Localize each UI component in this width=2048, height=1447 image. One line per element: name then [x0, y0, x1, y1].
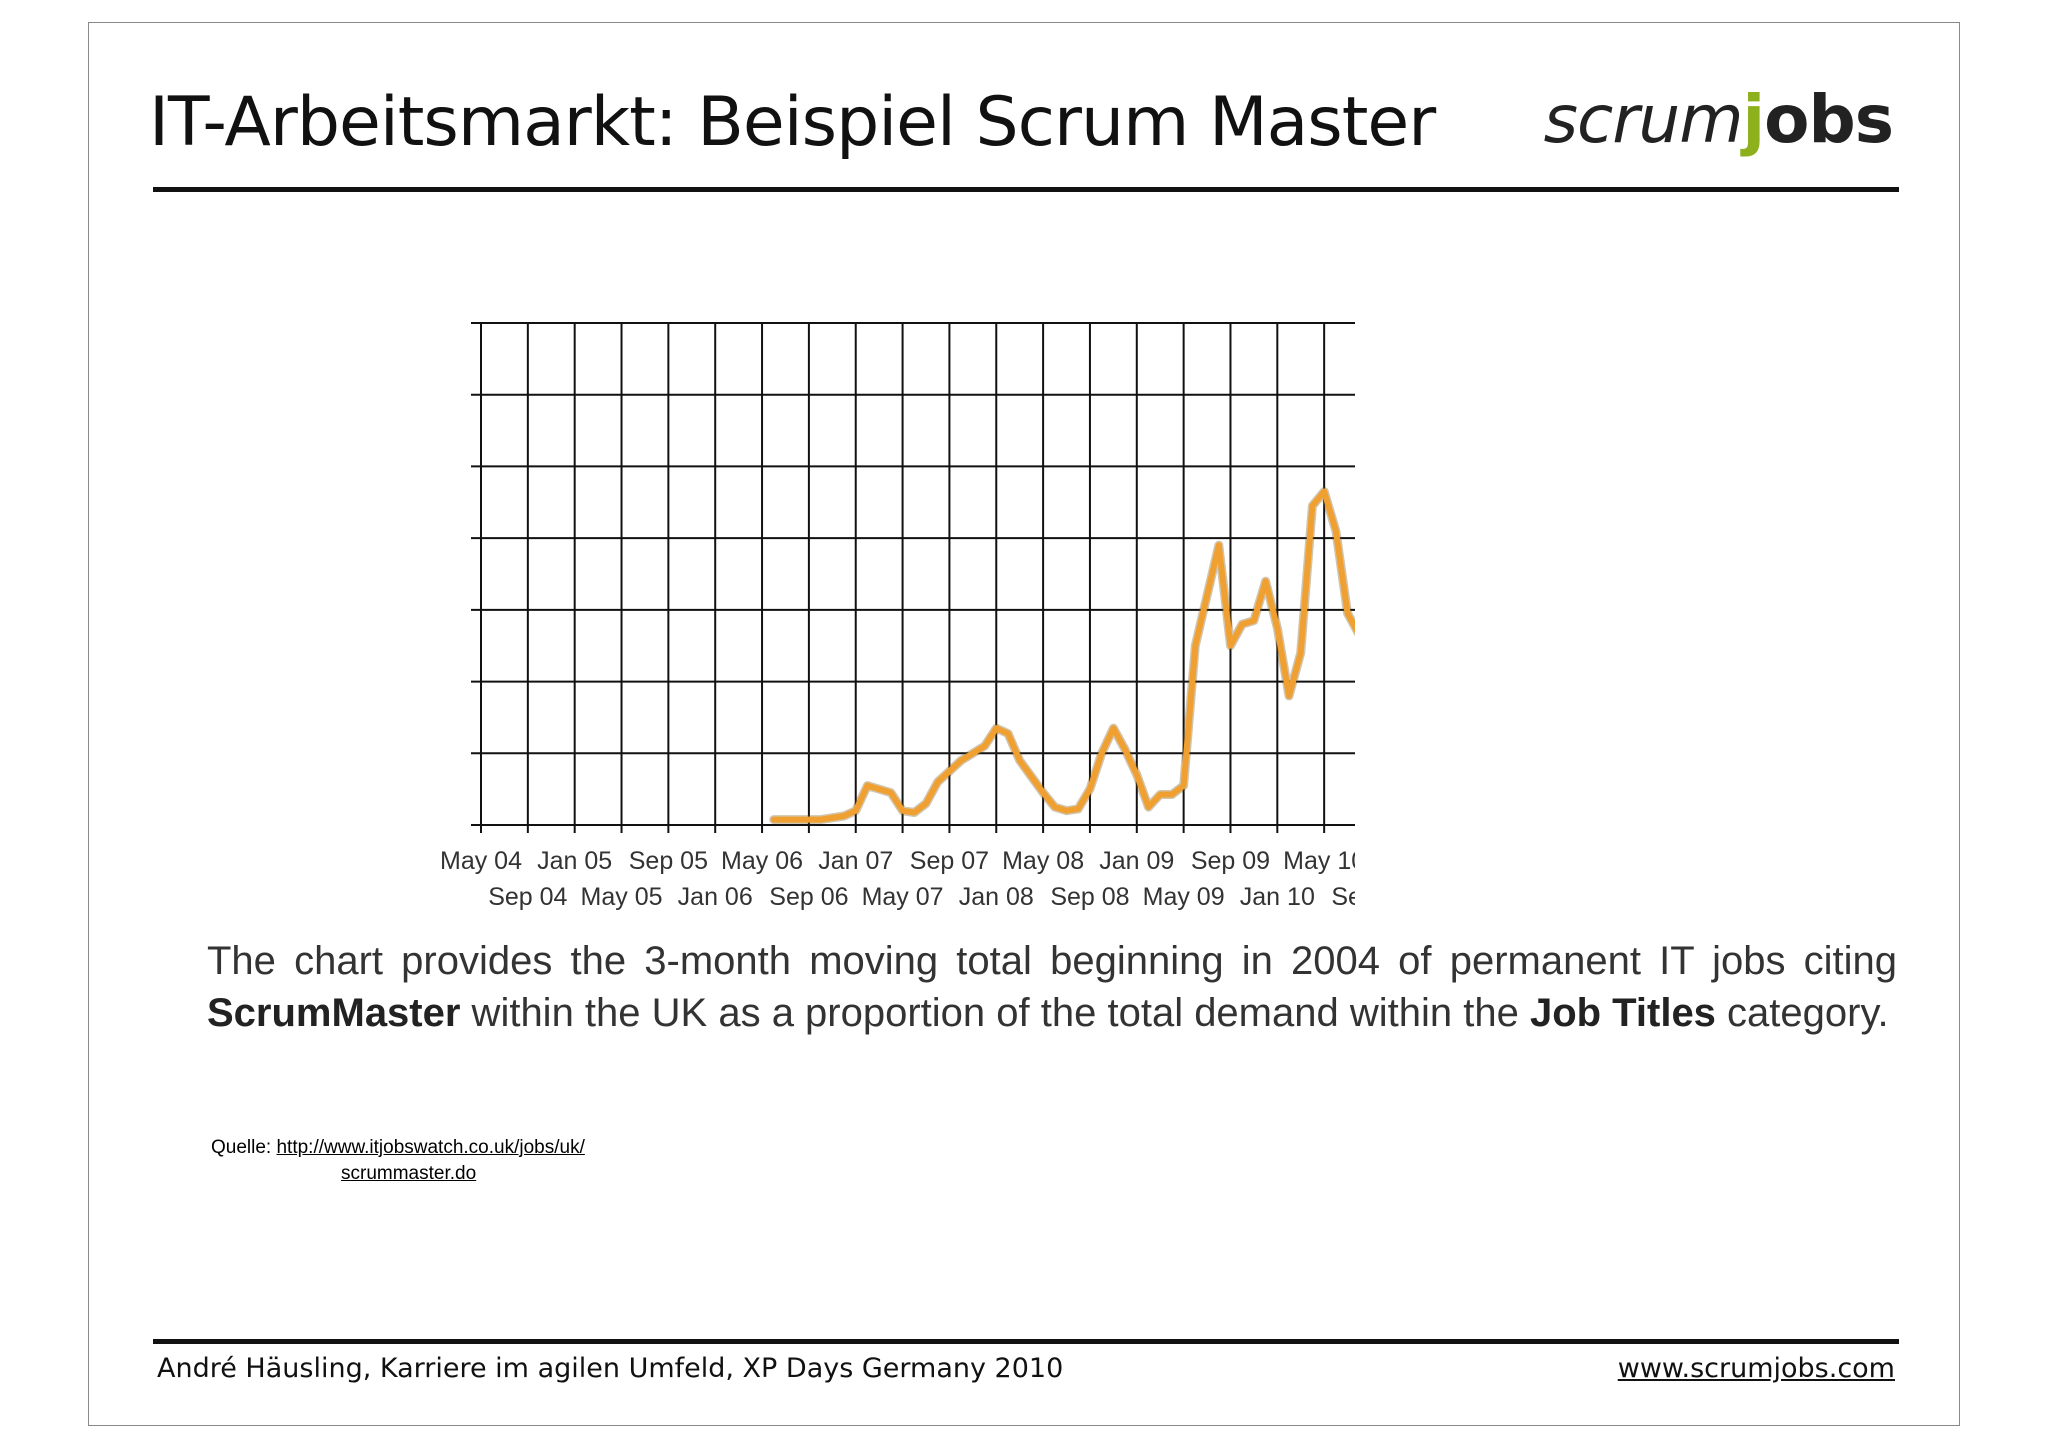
- series-line-shadow: [769, 487, 1355, 825]
- description-prefix: The chart provides the 3-month moving to…: [207, 939, 1897, 983]
- footer-divider: [153, 1339, 1899, 1344]
- scrumjobs-logo: scrumjobs: [1543, 81, 1894, 158]
- description-middle: within the UK as a proportion of the tot…: [460, 991, 1530, 1035]
- x-tick-label: May 09: [1143, 883, 1225, 911]
- x-tick-label: May 04: [440, 847, 522, 875]
- description-bold-job-titles: Job Titles: [1529, 991, 1716, 1035]
- x-tick-label: Jan 07: [818, 847, 893, 875]
- description-bold-scrummaster: ScrumMaster: [207, 991, 461, 1035]
- logo-j: j: [1742, 81, 1766, 158]
- source-citation: Quelle: http://www.itjobswatch.co.uk/job…: [211, 1135, 585, 1187]
- series-line: [770, 488, 1355, 823]
- slide: IT-Arbeitsmarkt: Beispiel Scrum Master s…: [88, 22, 1960, 1426]
- logo-obs: obs: [1764, 81, 1894, 158]
- title-divider: [153, 187, 1899, 192]
- x-tick-label: May 07: [862, 883, 944, 911]
- x-tick-label: Sep 09: [1191, 847, 1270, 875]
- x-tick-label: May 05: [581, 883, 663, 911]
- source-link-continued[interactable]: scrummaster.do: [341, 1163, 477, 1184]
- x-tick-label: Sep 07: [910, 847, 989, 875]
- x-axis-labels: May 04 Jan 05 Sep 05 May 06 Jan 07 Sep 07 May …: [440, 847, 1355, 911]
- description-suffix: category.: [1715, 991, 1889, 1035]
- x-tick-label: Sep 06: [769, 883, 848, 911]
- scrummaster-demand-chart: 0.00 %0.02 %0.04 %0.06 %0.08 %0.10 %0.12…: [440, 322, 1355, 911]
- x-tick-label: Jan 06: [678, 883, 753, 911]
- x-tick-label: Jan 10: [1240, 883, 1315, 911]
- logo-scrum: scrum: [1543, 81, 1744, 158]
- x-tick-label: Jan 05: [537, 847, 612, 875]
- x-tick-label: Sep 10: [1331, 883, 1355, 911]
- x-tick-label: Sep 05: [629, 847, 708, 875]
- x-tick-label: May 06: [721, 847, 803, 875]
- footer-author: André Häusling, Karriere im agilen Umfel…: [157, 1353, 1064, 1384]
- x-tick-label: Sep 08: [1050, 883, 1129, 911]
- footer-website-link[interactable]: www.scrumjobs.com: [1617, 1353, 1895, 1384]
- x-tick-label: Jan 09: [1099, 847, 1174, 875]
- source-link[interactable]: http://www.itjobswatch.co.uk/jobs/uk/: [276, 1137, 585, 1158]
- chart-grid: [471, 322, 1355, 833]
- slide-title: IT-Arbeitsmarkt: Beispiel Scrum Master: [149, 83, 1436, 162]
- chart-description: The chart provides the 3-month moving to…: [207, 935, 1897, 1039]
- x-tick-label: Jan 08: [959, 883, 1034, 911]
- x-tick-label: May 08: [1002, 847, 1084, 875]
- x-tick-label: May 10: [1283, 847, 1355, 875]
- x-tick-label: Sep 04: [488, 883, 567, 911]
- chart-series: [769, 487, 1355, 825]
- source-label: Quelle:: [211, 1137, 277, 1158]
